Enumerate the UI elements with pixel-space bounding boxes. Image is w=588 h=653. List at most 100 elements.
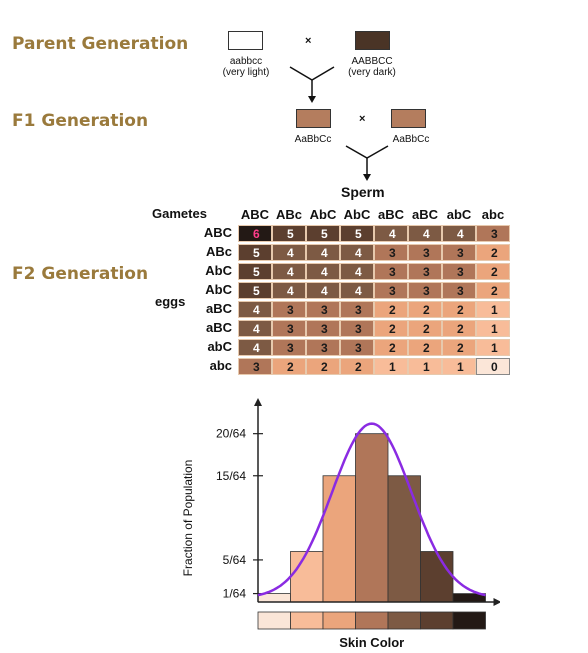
punnett-cell: 3: [476, 225, 510, 242]
y-tick-label: 5/64: [223, 553, 247, 567]
egg-gamete-label: aBC: [205, 320, 232, 335]
parent-cross-sign: ×: [305, 35, 312, 47]
gametes-label: Gametes: [152, 206, 207, 221]
punnett-cell: 4: [306, 263, 340, 280]
punnett-cell: 3: [340, 339, 374, 356]
egg-gamete-label: AbC: [205, 263, 232, 278]
punnett-cell: 2: [374, 301, 408, 318]
punnett-cell: 3: [374, 263, 408, 280]
punnett-cell: 2: [374, 320, 408, 337]
punnett-cell: 5: [238, 263, 272, 280]
punnett-cell: 0: [476, 358, 510, 375]
punnett-cell: 6: [238, 225, 272, 242]
parent-left-desc: (very light): [222, 67, 270, 78]
punnett-cell: 4: [340, 282, 374, 299]
sperm-gamete-header: ABc: [275, 207, 302, 222]
punnett-cell: 5: [238, 244, 272, 261]
sperm-gamete-header: AbC: [309, 207, 337, 222]
parent-right-genotype: AABBCC: [351, 56, 393, 67]
skin-color-swatch: [257, 611, 291, 630]
sperm-gamete-header: aBC: [411, 207, 438, 222]
punnett-cell: 4: [238, 301, 272, 318]
punnett-cell: 2: [306, 358, 340, 375]
punnett-cell: 3: [272, 339, 306, 356]
skin-color-distribution-chart: 20/64 15/64 5/64 1/64 Fraction of Population…: [181, 398, 500, 650]
parent-left-genotype: aabbcc: [229, 56, 263, 67]
sperm-gamete-header: abC: [446, 207, 472, 222]
f1-right-swatch: [391, 109, 426, 128]
punnett-cell: 2: [442, 301, 476, 318]
punnett-cell: 4: [272, 282, 306, 299]
punnett-cell: 2: [408, 320, 442, 337]
egg-gamete-label: ABC: [203, 225, 232, 240]
punnett-cell: 1: [476, 301, 510, 318]
y-tick-label: 15/64: [216, 469, 246, 483]
y-tick-label: 20/64: [216, 427, 246, 441]
punnett-cell: 5: [272, 225, 306, 242]
histogram-bar: [355, 433, 389, 603]
sperm-gamete-header: ABC: [240, 207, 270, 222]
punnett-cell: 3: [238, 358, 272, 375]
punnett-cell: 2: [476, 282, 510, 299]
punnett-cell: 3: [374, 282, 408, 299]
punnett-cell: 4: [306, 244, 340, 261]
y-axis-arrow: [254, 398, 262, 406]
punnett-cell: 4: [272, 263, 306, 280]
punnett-cell: 4: [374, 225, 408, 242]
sperm-gamete-header: AbC: [343, 207, 371, 222]
punnett-cell: 1: [476, 339, 510, 356]
punnett-cell: 5: [340, 225, 374, 242]
punnett-cell: 3: [340, 320, 374, 337]
punnett-cell: 3: [442, 244, 476, 261]
punnett-cell: 2: [408, 339, 442, 356]
eggs-label: eggs: [155, 294, 186, 309]
histogram-bar: [420, 551, 454, 603]
punnett-cell: 3: [306, 301, 340, 318]
skin-color-swatch: [355, 611, 389, 630]
punnett-cell: 2: [442, 339, 476, 356]
skin-color-swatch: [387, 611, 421, 630]
punnett-cell: 4: [272, 244, 306, 261]
punnett-cell: 3: [408, 282, 442, 299]
punnett-cell: 3: [272, 301, 306, 318]
punnett-cell: 3: [272, 320, 306, 337]
punnett-cell: 3: [340, 301, 374, 318]
skin-color-swatch: [452, 611, 486, 630]
f1-right-genotype: AaBbCc: [392, 134, 430, 145]
punnett-cell: 3: [408, 244, 442, 261]
f1-left-genotype: AaBbCc: [294, 134, 332, 145]
punnett-cell: 5: [306, 225, 340, 242]
x-axis-label: Skin Color: [339, 635, 404, 650]
punnett-cell: 2: [340, 358, 374, 375]
egg-gamete-label: aBC: [205, 301, 232, 316]
y-tick-label: 1/64: [223, 587, 247, 601]
punnett-cell: 3: [306, 320, 340, 337]
punnett-cell: 4: [238, 320, 272, 337]
punnett-cell: 3: [306, 339, 340, 356]
punnett-cell: 3: [408, 263, 442, 280]
punnett-cell: 4: [340, 244, 374, 261]
punnett-cell: 4: [340, 263, 374, 280]
punnett-cell: 3: [374, 244, 408, 261]
parent-left-swatch: [228, 31, 263, 50]
parent-right-desc: (very dark): [348, 67, 396, 78]
punnett-cell: 1: [374, 358, 408, 375]
parent-generation-label: Parent Generation: [12, 34, 189, 54]
egg-gamete-label: abc: [209, 358, 232, 373]
punnett-cell: 3: [442, 282, 476, 299]
punnett-cell: 1: [442, 358, 476, 375]
punnett-cell: 4: [408, 225, 442, 242]
punnett-cell: 4: [306, 282, 340, 299]
punnett-cell: 2: [408, 301, 442, 318]
f1-cross-arrow: [345, 145, 389, 181]
punnett-cell: 4: [442, 225, 476, 242]
x-axis-arrow: [493, 598, 500, 606]
egg-gamete-label: abC: [207, 339, 232, 354]
f2-generation-label: F2 Generation: [12, 264, 149, 284]
sperm-label: Sperm: [341, 184, 385, 200]
egg-gamete-label: AbC: [205, 282, 232, 297]
parent-right-swatch: [355, 31, 390, 50]
punnett-cell: 2: [374, 339, 408, 356]
y-axis-label: Fraction of Population: [181, 460, 195, 577]
sperm-gamete-header: aBC: [377, 207, 404, 222]
